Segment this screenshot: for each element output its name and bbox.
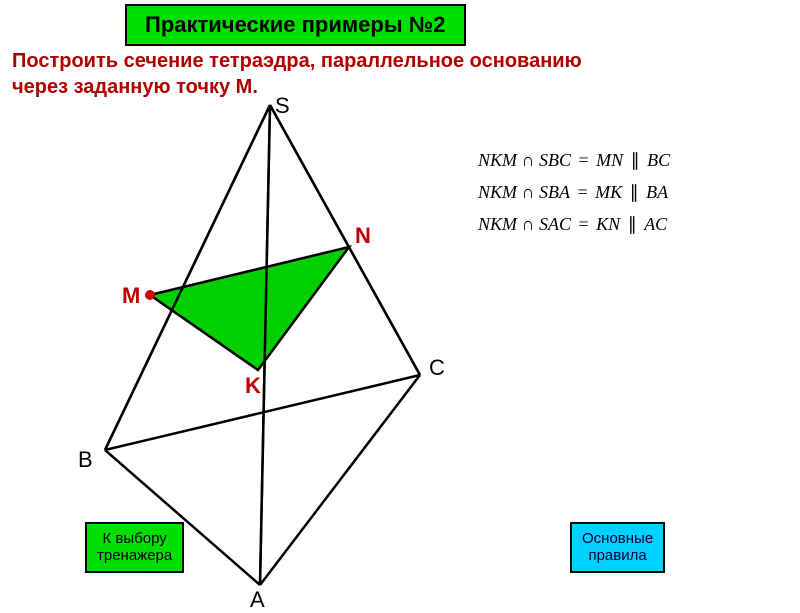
rules-button[interactable]: Основные правила (570, 522, 665, 573)
problem-line1: Построить сечение тетраэдра, параллельно… (12, 50, 582, 72)
vertex-label-b: B (78, 447, 93, 473)
tetrahedron-diagram: S B C A M N K (80, 95, 480, 595)
equation-row: NKM ∩ SBC = MN ∥ BC (478, 150, 670, 171)
vertex-label-n: N (355, 223, 371, 249)
rules-btn-line1: Основные (582, 530, 653, 547)
title-box: Практические примеры №2 (125, 4, 466, 46)
trainer-select-button[interactable]: К выбору тренажера (85, 522, 184, 573)
problem-statement: Построить сечение тетраэдра, параллельно… (12, 48, 582, 100)
equation-row: NKM ∩ SBA = MK ∥ BA (478, 182, 668, 203)
vertex-label-a: A (250, 587, 265, 613)
vertex-label-m: M (122, 283, 140, 309)
vertex-label-c: C (429, 355, 445, 381)
title-text: Практические примеры №2 (145, 12, 446, 37)
vertex-label-k: K (245, 373, 261, 399)
vertex-label-s: S (275, 93, 290, 119)
equation-row: NKM ∩ SAC = KN ∥ AC (478, 214, 667, 235)
rules-btn-line2: правила (588, 547, 646, 564)
diagram-svg (80, 95, 480, 595)
trainer-btn-line2: тренажера (97, 547, 172, 564)
trainer-btn-line1: К выбору (102, 530, 166, 547)
